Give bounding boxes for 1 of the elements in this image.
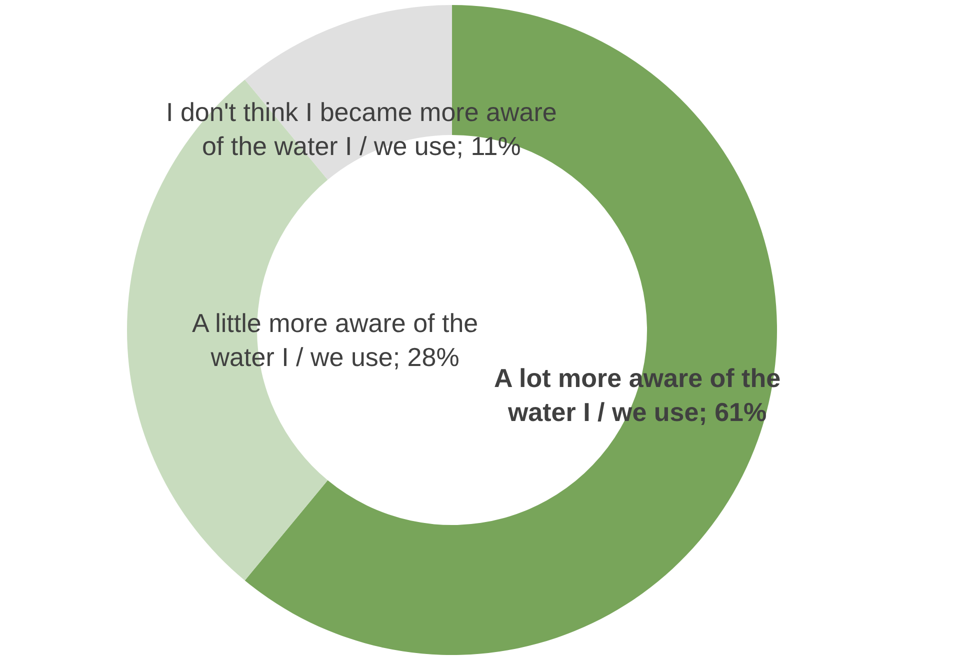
- slice-label: A little more aware of the water I / we use; 28%: [192, 308, 478, 372]
